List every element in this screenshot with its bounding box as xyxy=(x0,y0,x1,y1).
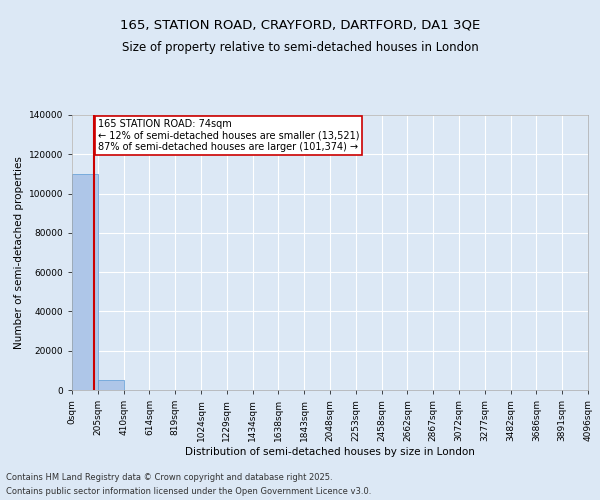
Text: 165, STATION ROAD, CRAYFORD, DARTFORD, DA1 3QE: 165, STATION ROAD, CRAYFORD, DARTFORD, D… xyxy=(120,18,480,32)
Y-axis label: Number of semi-detached properties: Number of semi-detached properties xyxy=(14,156,25,349)
X-axis label: Distribution of semi-detached houses by size in London: Distribution of semi-detached houses by … xyxy=(185,446,475,456)
Bar xyxy=(98,380,124,390)
Text: Size of property relative to semi-detached houses in London: Size of property relative to semi-detach… xyxy=(122,41,478,54)
Text: Contains HM Land Registry data © Crown copyright and database right 2025.: Contains HM Land Registry data © Crown c… xyxy=(6,473,332,482)
Text: Contains public sector information licensed under the Open Government Licence v3: Contains public sector information licen… xyxy=(6,486,371,496)
Bar xyxy=(72,174,98,390)
Text: 165 STATION ROAD: 74sqm
← 12% of semi-detached houses are smaller (13,521)
87% o: 165 STATION ROAD: 74sqm ← 12% of semi-de… xyxy=(98,119,359,152)
